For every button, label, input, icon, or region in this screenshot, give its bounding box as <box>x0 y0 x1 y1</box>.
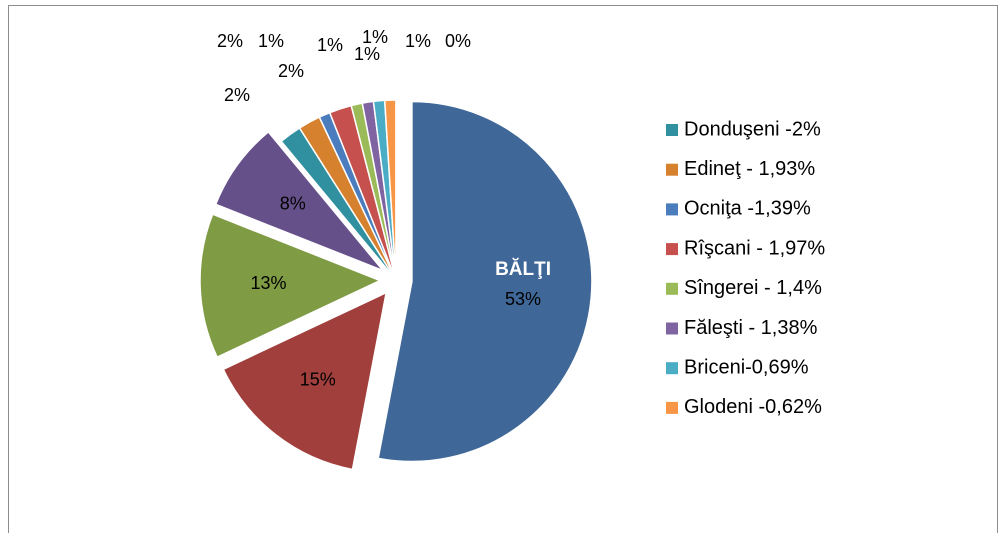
data-label: 1% <box>405 31 431 51</box>
data-label: 15% <box>300 370 336 390</box>
legend-label: Donduşeni -2% <box>684 118 821 140</box>
data-label: 13% <box>250 273 286 293</box>
legend-swatch <box>666 401 678 414</box>
legend-label: Edineţ - 1,93% <box>684 158 815 180</box>
legend-swatch <box>666 282 678 295</box>
pie-slice <box>377 100 593 463</box>
data-label: 53% <box>505 289 541 309</box>
data-label: 2% <box>278 61 304 81</box>
legend-swatch <box>666 163 678 176</box>
pie-slice <box>214 130 384 272</box>
legend-swatch <box>666 362 678 375</box>
legend-swatch <box>666 243 678 256</box>
legend-label: Rîşcani - 1,97% <box>684 237 825 259</box>
data-label: 0% <box>445 31 471 51</box>
legend-label: Briceni-0,69% <box>684 356 809 378</box>
slice-name-label: BĂLŢI <box>495 258 551 280</box>
legend-label: Ocniţa -1,39% <box>684 198 811 220</box>
legend-swatch <box>666 124 678 136</box>
data-label: 2% <box>224 85 250 105</box>
legend-swatch <box>666 322 678 335</box>
data-label: 1% <box>317 35 343 55</box>
data-label: 2% <box>217 31 243 51</box>
data-label: 1% <box>362 27 388 47</box>
data-label: 8% <box>280 194 306 214</box>
pie-slice <box>199 213 382 359</box>
data-label: 1% <box>258 31 284 51</box>
legend-label: Glodeni -0,62% <box>684 396 822 418</box>
legend-label: Sîngerei - 1,4% <box>684 277 822 299</box>
pie-slice <box>222 291 388 471</box>
legend-label: Făleşti - 1,38% <box>684 317 818 339</box>
data-label: 1% <box>354 44 380 64</box>
legend-swatch <box>666 203 678 216</box>
